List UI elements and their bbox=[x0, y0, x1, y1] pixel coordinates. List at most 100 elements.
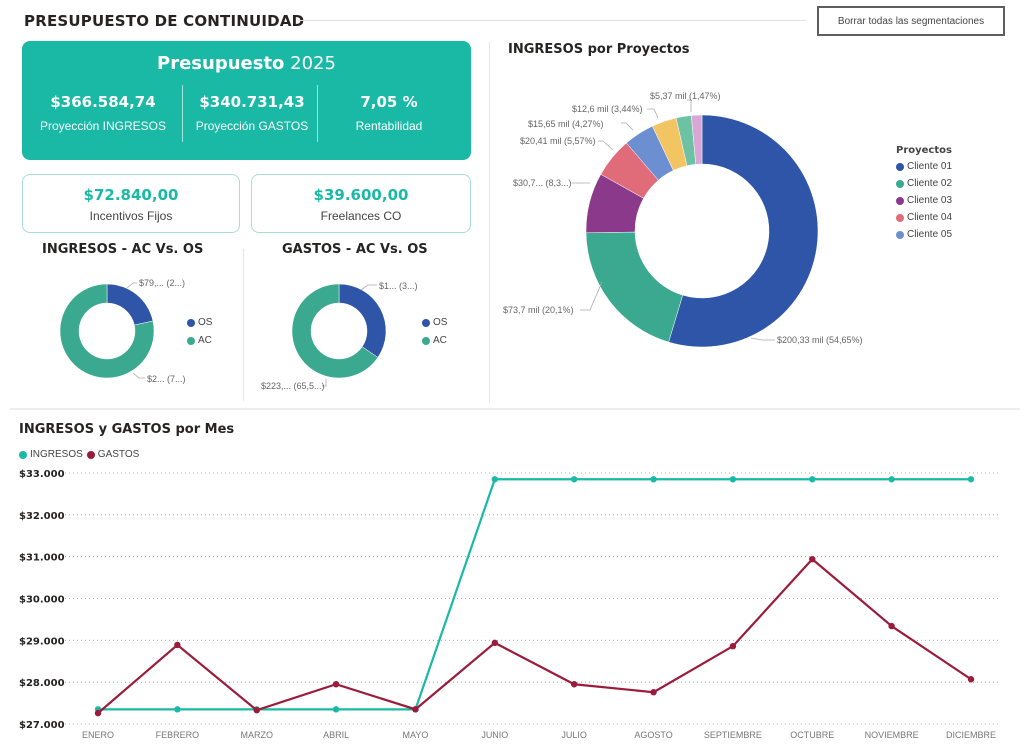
legend-item-cliente-03[interactable]: Cliente 03 bbox=[896, 195, 952, 206]
legend-label: Cliente 03 bbox=[907, 195, 953, 206]
legend-dot-icon bbox=[422, 318, 430, 327]
legend-item-os[interactable]: OS bbox=[187, 317, 212, 328]
legend-dot-icon bbox=[187, 318, 195, 327]
legend-label: GASTOS bbox=[97, 449, 140, 460]
x-tick-label: JULIO bbox=[561, 730, 587, 740]
data-point-gastos[interactable] bbox=[967, 676, 975, 683]
data-label-leader bbox=[322, 379, 327, 387]
data-label: $12,6 mil (3,44%) bbox=[572, 104, 643, 114]
data-label: $1... (3...) bbox=[379, 281, 418, 291]
legend-item-os[interactable]: OS bbox=[422, 317, 447, 328]
data-point-gastos[interactable] bbox=[729, 642, 737, 650]
data-point-gastos[interactable] bbox=[94, 709, 102, 717]
x-tick-label: ABRIL bbox=[323, 730, 349, 740]
legend-dot-icon bbox=[896, 213, 904, 222]
y-tick-label: $29.000 bbox=[19, 636, 65, 647]
x-tick-label: JUNIO bbox=[481, 730, 508, 740]
x-tick-label: NOVIEMBRE bbox=[865, 730, 919, 740]
y-tick-label: $33.000 bbox=[19, 469, 65, 480]
income-by-project-title: INGRESOS por Proyectos bbox=[508, 42, 690, 57]
data-label: $73,7 mil (20,1%) bbox=[503, 305, 574, 315]
y-tick-label: $30.000 bbox=[19, 595, 65, 606]
y-tick-label: $27.000 bbox=[19, 720, 65, 731]
data-point-ingresos[interactable] bbox=[491, 476, 499, 483]
y-tick-label: $32.000 bbox=[19, 511, 65, 522]
data-point-ingresos[interactable] bbox=[729, 476, 737, 483]
data-point-ingresos[interactable] bbox=[332, 706, 340, 713]
card-label: Incentivos Fijos bbox=[89, 209, 173, 223]
legend-dot-icon bbox=[896, 230, 904, 239]
data-label: $79,... (2...) bbox=[139, 278, 185, 288]
data-point-ingresos[interactable] bbox=[888, 476, 895, 483]
data-point-gastos[interactable] bbox=[332, 681, 340, 688]
budget-title: Presupuesto 2025 bbox=[22, 53, 471, 74]
card-value: $39.600,00 bbox=[313, 186, 409, 204]
data-point-gastos[interactable] bbox=[888, 622, 895, 630]
donut-slice-cliente-02[interactable] bbox=[585, 231, 684, 343]
legend-label: OS bbox=[433, 317, 448, 328]
x-tick-label: AGOSTO bbox=[634, 730, 672, 740]
legend-label: Cliente 01 bbox=[907, 161, 953, 172]
y-tick-label: $31.000 bbox=[19, 553, 65, 564]
legend-item-cliente-01[interactable]: Cliente 01 bbox=[896, 161, 952, 172]
data-point-gastos[interactable] bbox=[650, 689, 657, 696]
data-label: $223,... (65,5...) bbox=[261, 381, 325, 391]
data-point-gastos[interactable] bbox=[491, 639, 499, 647]
legend-item-cliente-02[interactable]: Cliente 02 bbox=[896, 178, 952, 189]
legend-item-ac[interactable]: AC bbox=[422, 335, 447, 346]
data-point-ingresos[interactable] bbox=[967, 476, 975, 483]
kpi-label: Proyección GASTOS bbox=[195, 119, 309, 133]
legend-dot-icon bbox=[19, 450, 27, 459]
clear-all-slicers-button[interactable]: Borrar todas las segmentaciones bbox=[817, 6, 1005, 36]
legend-label: INGRESOS bbox=[30, 449, 83, 460]
kpi-divider bbox=[182, 85, 183, 142]
x-tick-label: FEBRERO bbox=[156, 730, 200, 740]
donut-slice-ac[interactable] bbox=[291, 283, 379, 379]
income-ac-os-legend: OS AC bbox=[187, 317, 212, 346]
data-label-leader bbox=[598, 140, 614, 151]
legend-dot-icon bbox=[187, 336, 195, 345]
budget-year: 2025 bbox=[290, 53, 336, 74]
data-label: $20,41 mil (5,57%) bbox=[520, 136, 596, 146]
series-line-ingresos[interactable] bbox=[98, 478, 971, 711]
legend-title: Proyectos bbox=[896, 145, 952, 156]
x-tick-label: DICIEMBRE bbox=[946, 730, 996, 740]
data-point-ingresos[interactable] bbox=[809, 476, 816, 483]
donut-slice-cliente-01[interactable] bbox=[668, 114, 819, 348]
monthly-line-chart: $27.000 $28.000 $29.000 $30.000 $31.000 $32.0… bbox=[19, 469, 998, 740]
donut-slice-cliente-08[interactable] bbox=[691, 114, 703, 165]
data-point-gastos[interactable] bbox=[253, 706, 260, 714]
donut-slice-ac[interactable] bbox=[59, 283, 155, 379]
card-label: Freelances CO bbox=[320, 209, 402, 223]
kpi-profitability: 7,05 % Rentabilidad bbox=[322, 93, 456, 133]
data-point-gastos[interactable] bbox=[809, 555, 816, 563]
expenses-ac-os-donut: $1... (3...) $223,... (65,5...) bbox=[261, 281, 418, 391]
legend-item-ingresos[interactable]: INGRESOS bbox=[19, 449, 83, 460]
kpi-value: $340.731,43 bbox=[199, 93, 305, 111]
legend-item-cliente-04[interactable]: Cliente 04 bbox=[896, 212, 952, 223]
legend-dot-icon bbox=[896, 162, 904, 171]
series-line-gastos[interactable] bbox=[97, 557, 972, 714]
income-ac-os-title: INGRESOS - AC Vs. OS bbox=[42, 242, 204, 257]
legend-label: Cliente 04 bbox=[907, 212, 953, 223]
legend-item-ac[interactable]: AC bbox=[187, 335, 212, 346]
data-point-ingresos[interactable] bbox=[650, 476, 657, 483]
data-point-gastos[interactable] bbox=[174, 641, 181, 649]
kpi-projected-expenses: $340.731,43 Proyección GASTOS bbox=[185, 93, 319, 133]
legend-item-cliente-05[interactable]: Cliente 05 bbox=[896, 229, 952, 240]
expenses-ac-os-title: GASTOS - AC Vs. OS bbox=[282, 242, 428, 257]
kpi-label: Proyección INGRESOS bbox=[39, 119, 167, 133]
data-label-leader bbox=[621, 122, 634, 131]
data-point-ingresos[interactable] bbox=[570, 476, 578, 483]
data-point-ingresos[interactable] bbox=[174, 706, 181, 713]
data-label-leader bbox=[750, 337, 775, 341]
data-point-gastos[interactable] bbox=[570, 681, 578, 688]
donut-slice-os[interactable] bbox=[106, 283, 154, 326]
donut-slice-os[interactable] bbox=[338, 283, 387, 358]
legend-dot-icon bbox=[896, 179, 904, 188]
x-tick-label: ENERO bbox=[82, 730, 114, 740]
data-point-gastos[interactable] bbox=[412, 706, 419, 713]
kpi-value: 7,05 % bbox=[360, 93, 418, 111]
x-tick-label: MARZO bbox=[240, 730, 273, 740]
legend-item-gastos[interactable]: GASTOS bbox=[86, 449, 140, 460]
